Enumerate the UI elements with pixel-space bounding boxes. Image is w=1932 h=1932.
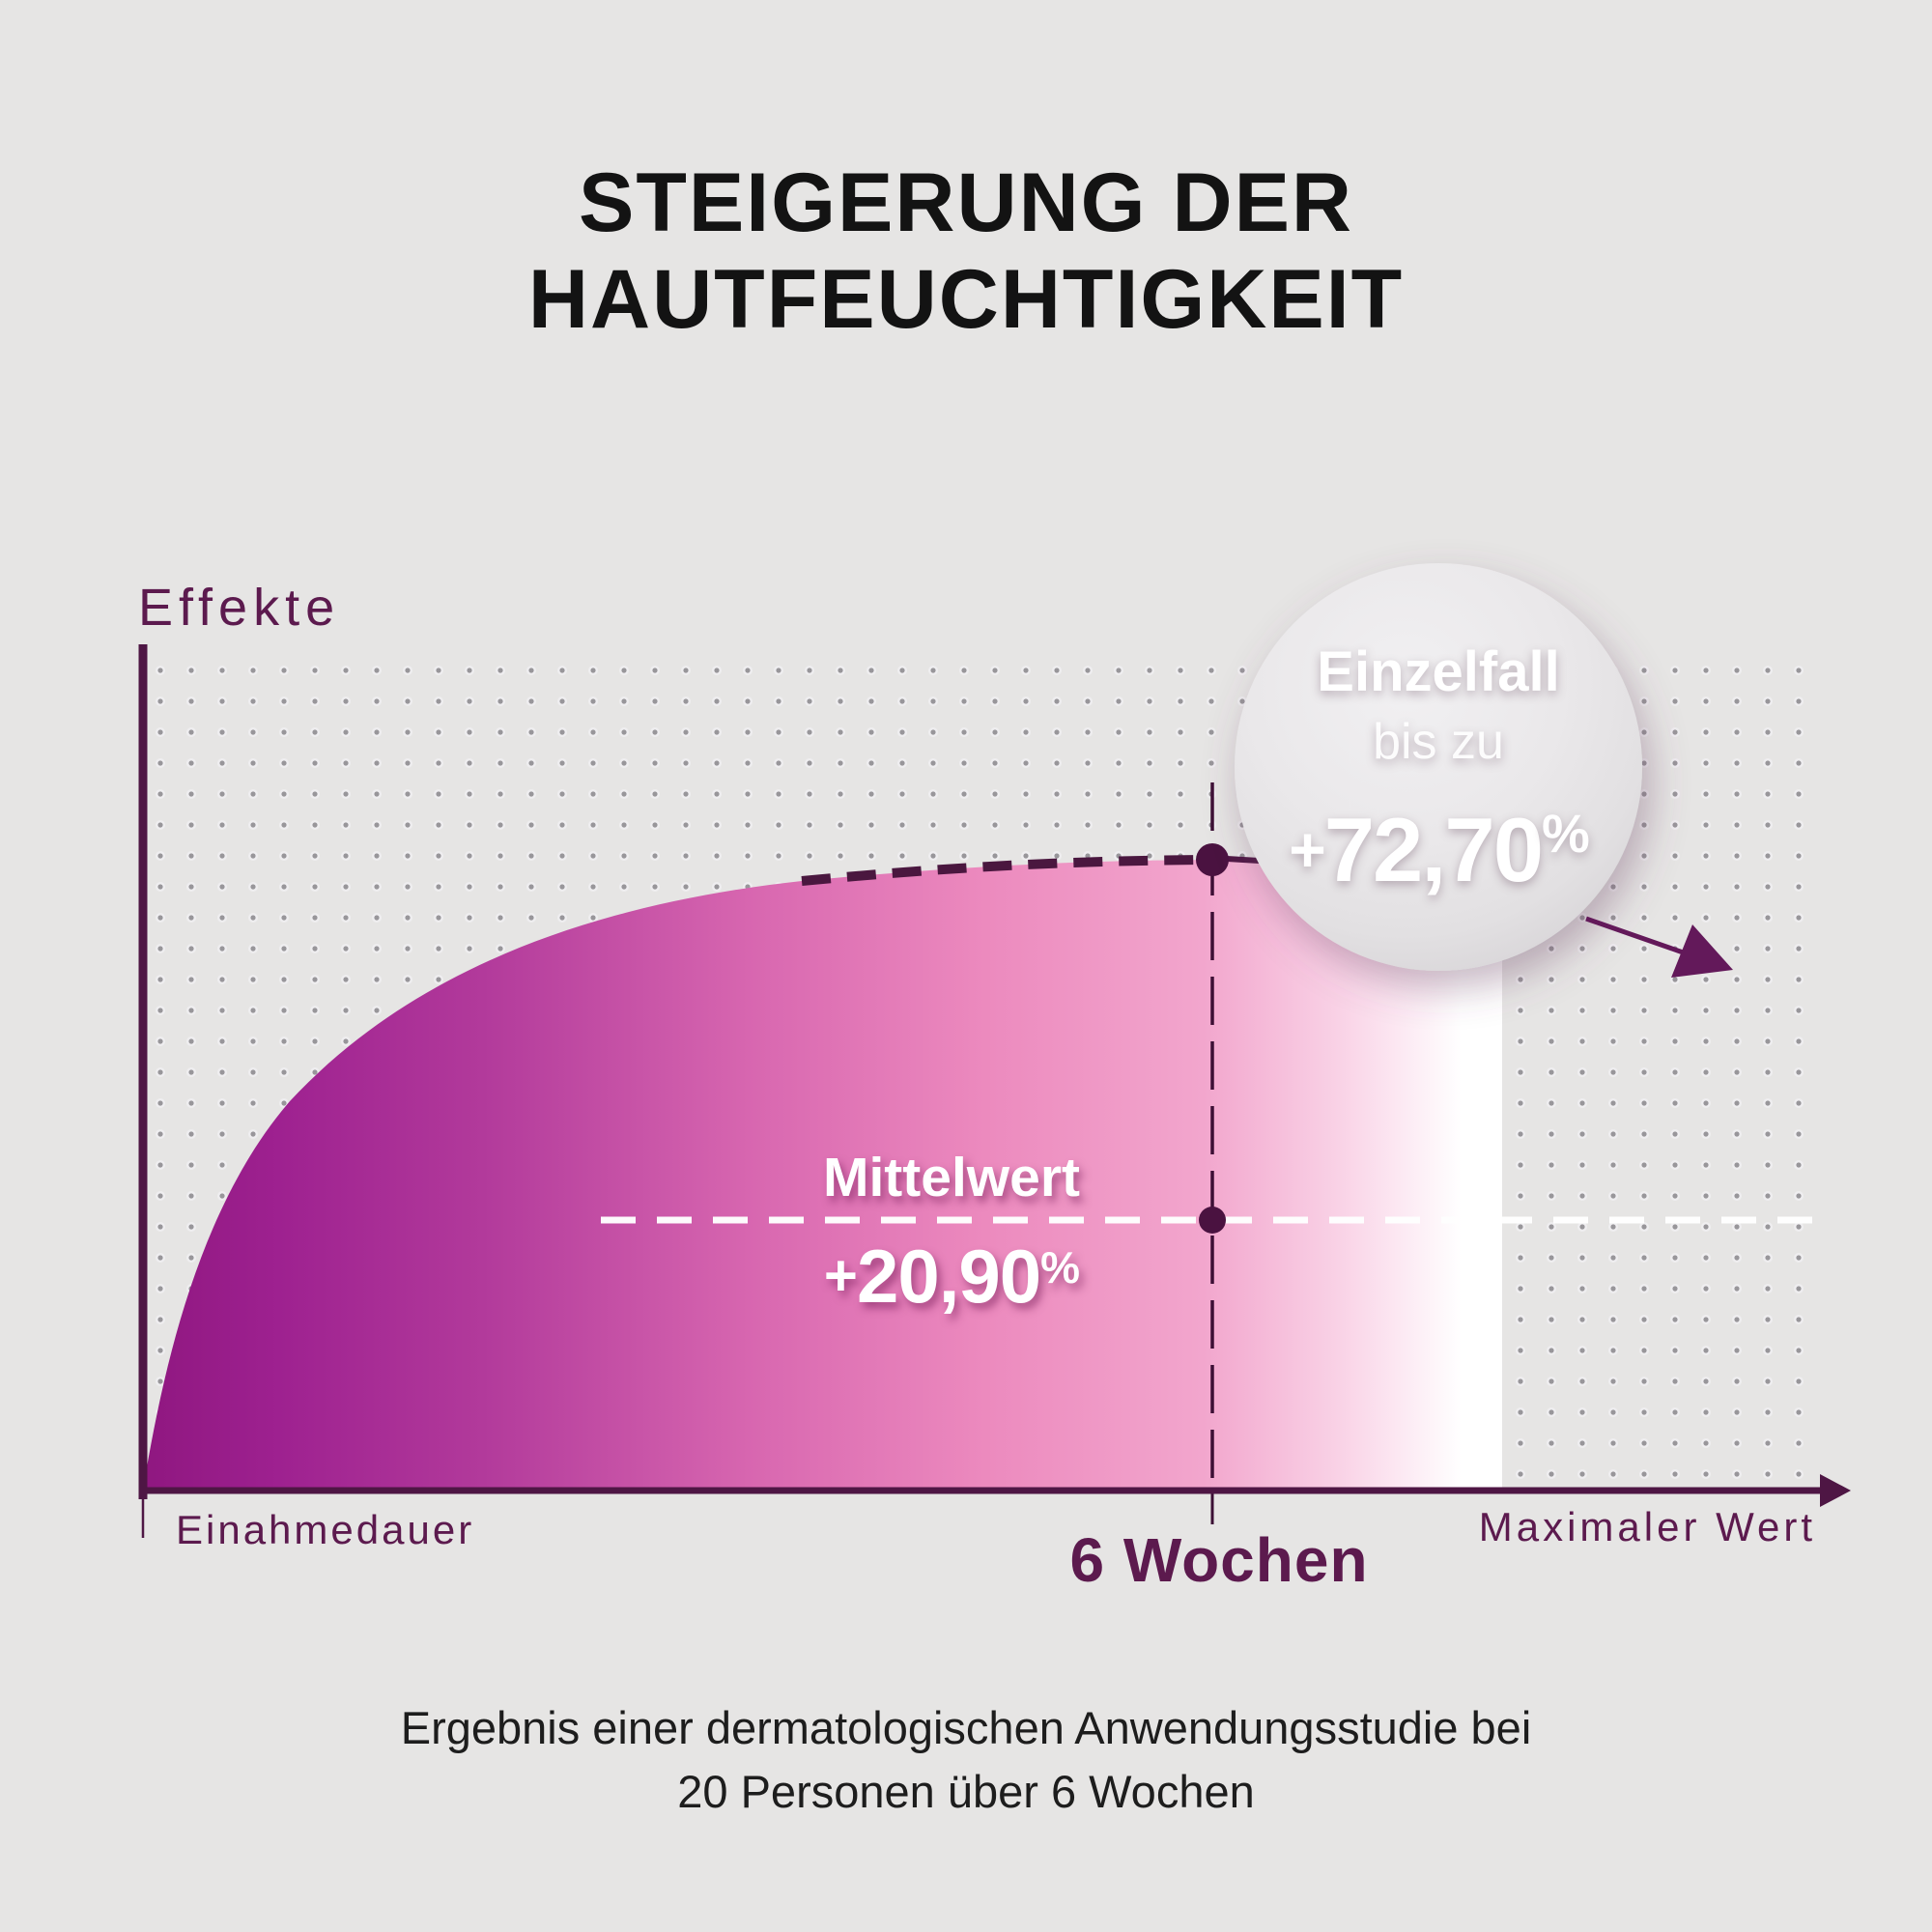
mean-value-number: 20,90 bbox=[856, 1234, 1041, 1319]
mean-dot bbox=[1199, 1207, 1226, 1234]
footer-note: Ergebnis einer dermatologischen Anwendun… bbox=[0, 1696, 1932, 1824]
x-axis-tick-label: 6 Wochen bbox=[1069, 1525, 1369, 1595]
badge-qualifier: bis zu bbox=[1373, 714, 1504, 770]
mean-plus-sign: + bbox=[823, 1243, 858, 1308]
footer-line1: Ergebnis einer dermatologischen Anwendun… bbox=[400, 1702, 1532, 1753]
mean-label: Mittelwert bbox=[822, 1147, 1081, 1208]
badge-percent-sign: % bbox=[1541, 803, 1590, 864]
x-axis-right-label: Maximaler Wert bbox=[1478, 1504, 1816, 1549]
curve-plateau-dashes bbox=[801, 855, 1213, 886]
footer-line2: 20 Personen über 6 Wochen bbox=[677, 1766, 1255, 1817]
moisture-area bbox=[143, 848, 1502, 1491]
x-axis-left-label: Einahmedauer bbox=[176, 1507, 475, 1552]
mean-percent-sign: % bbox=[1040, 1242, 1080, 1293]
badge-value: +72,70% bbox=[1240, 798, 1636, 902]
einzelfall-badge-circle bbox=[1235, 563, 1642, 971]
badge-title: Einzelfall bbox=[1317, 640, 1560, 703]
y-axis-label: Effekte bbox=[138, 579, 341, 637]
x-axis-arrowhead-icon bbox=[1820, 1474, 1851, 1507]
chart-title-line1: STEIGERUNG DER bbox=[578, 156, 1354, 249]
badge-plus-sign: + bbox=[1289, 813, 1326, 885]
curve-dot bbox=[1196, 843, 1229, 876]
trend-arrow-line bbox=[1585, 916, 1690, 957]
mean-value: +20,90% bbox=[749, 1233, 1154, 1321]
chart-title-line2: HAUTFEUCHTIGKEIT bbox=[527, 253, 1405, 346]
chart-title: STEIGERUNG DER HAUTFEUCHTIGKEIT bbox=[0, 155, 1932, 348]
trend-arrow-head-icon bbox=[1671, 924, 1733, 978]
badge-value-number: 72,70 bbox=[1323, 799, 1544, 900]
